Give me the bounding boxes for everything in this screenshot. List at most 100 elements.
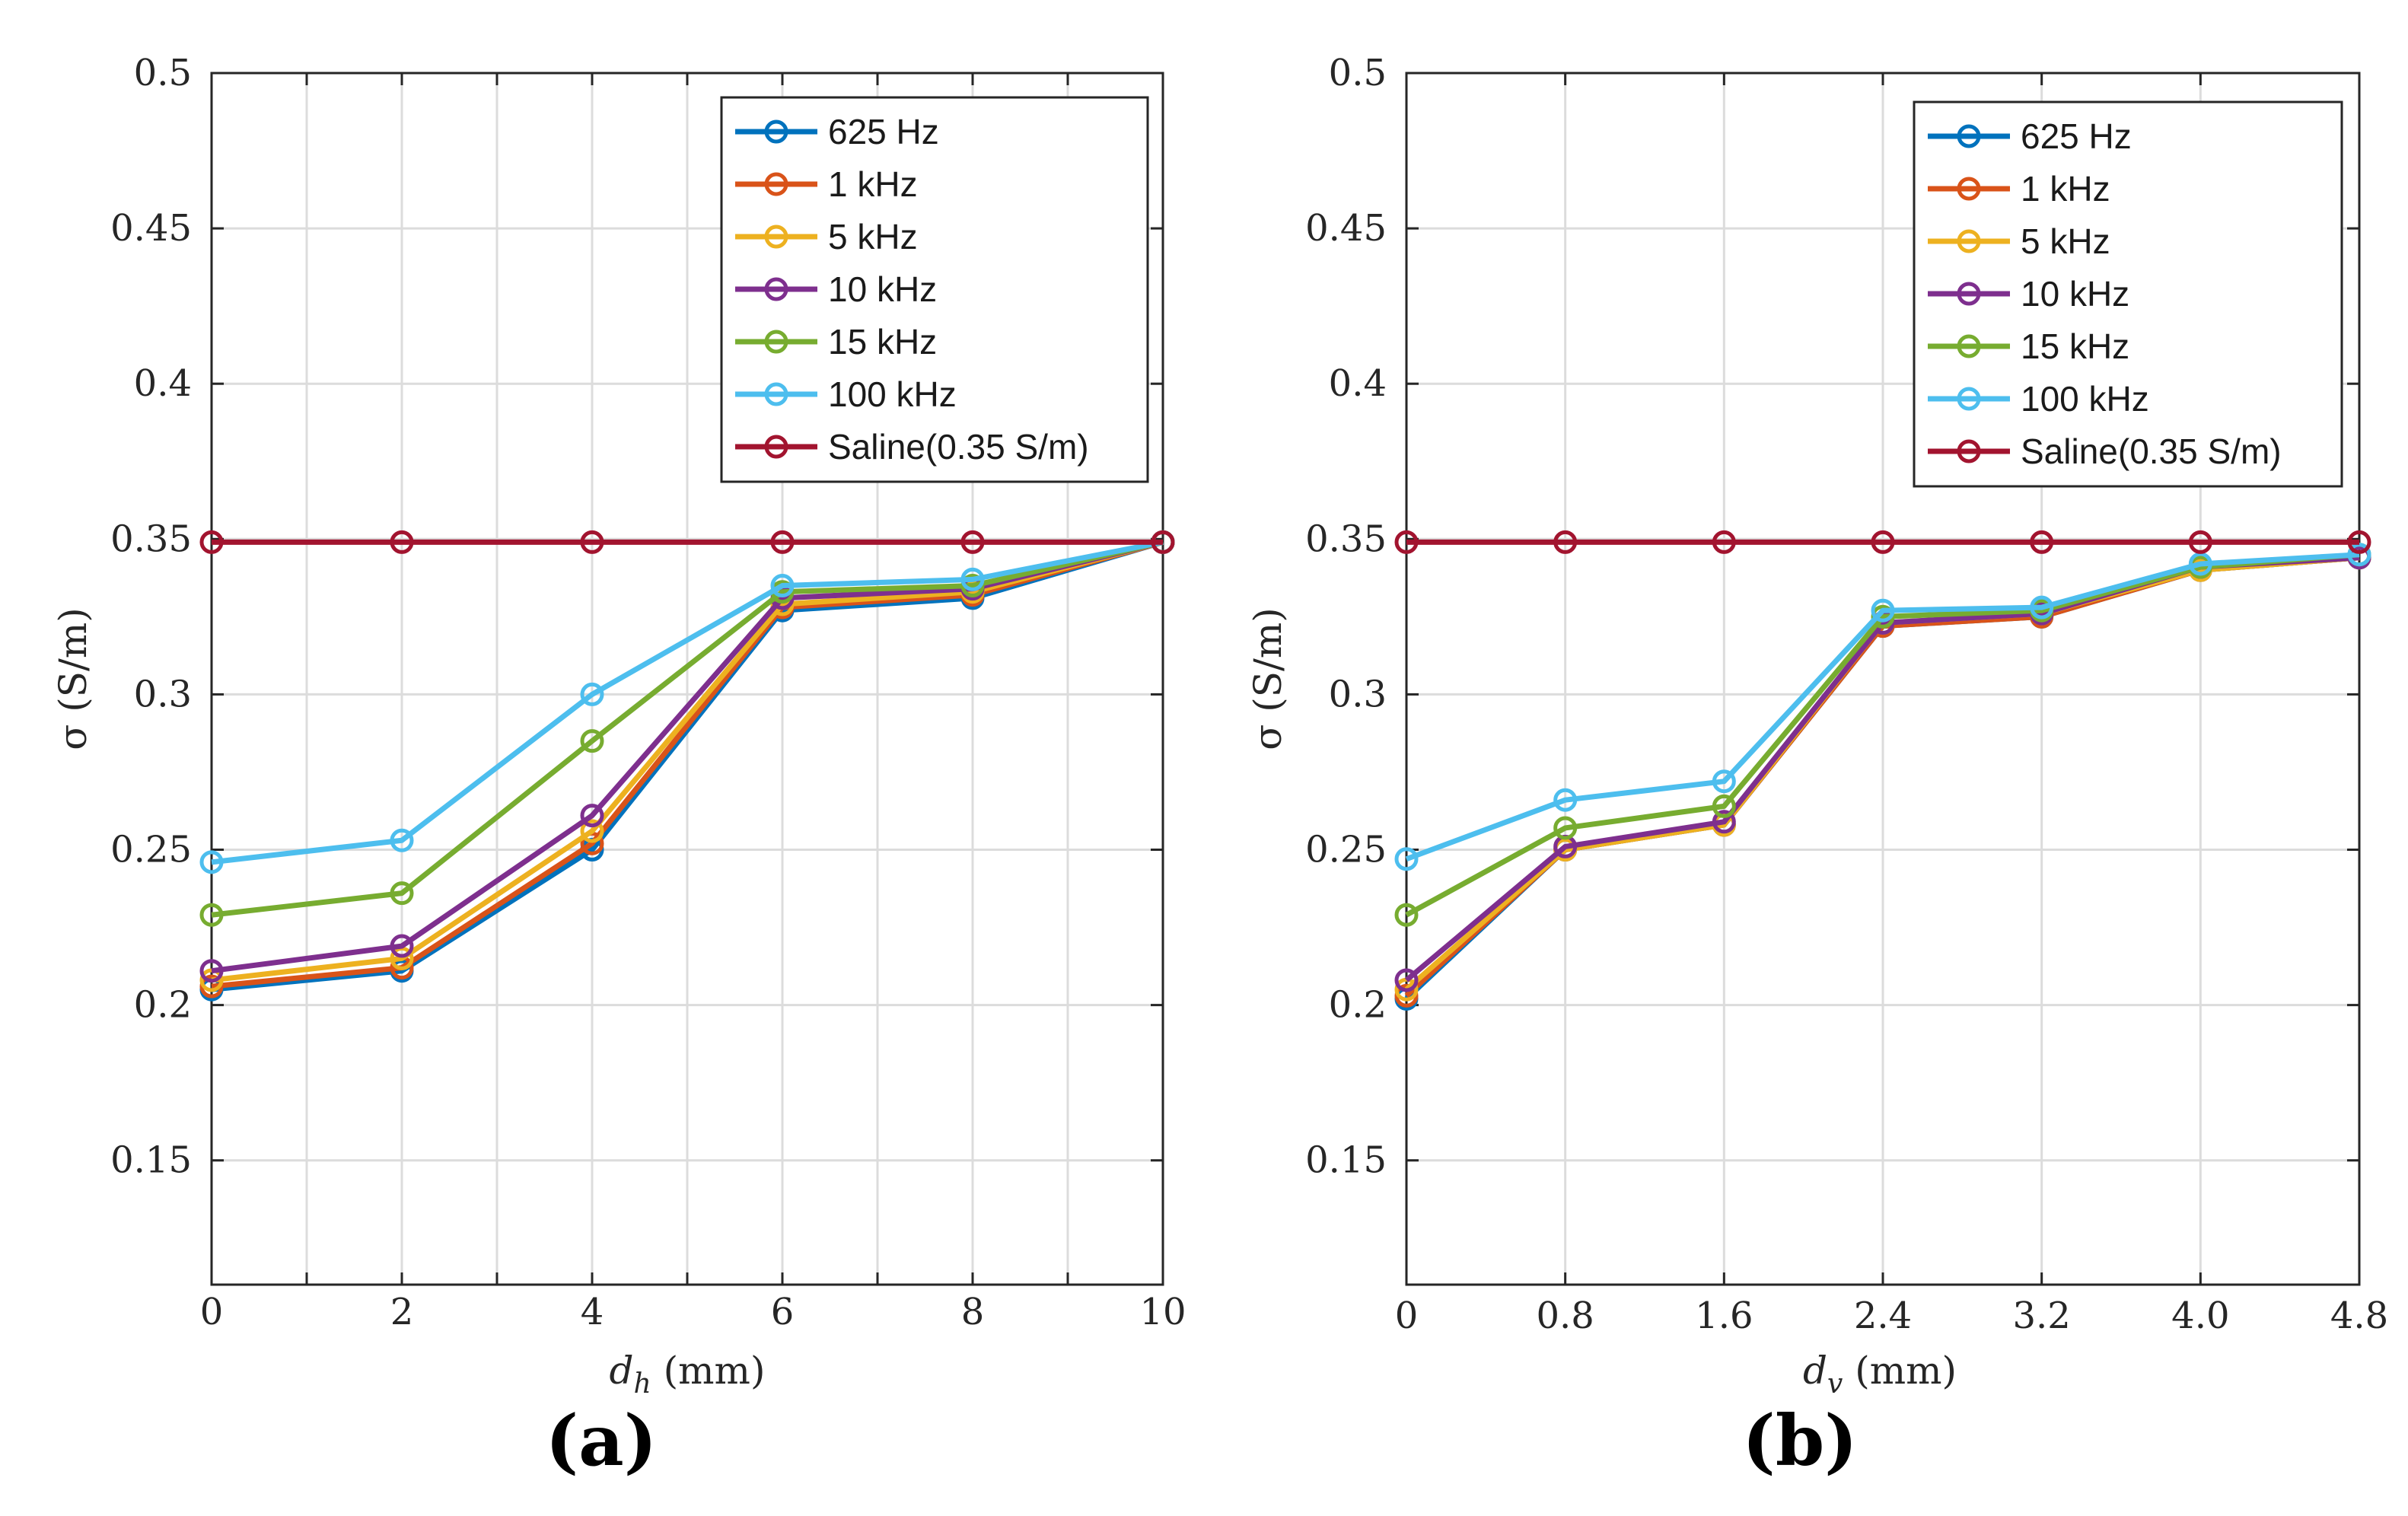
x-axis-label: dv (mm) [1803,1349,1957,1400]
y-tick-label: 0.45 [1305,207,1387,250]
y-tick-label: 0.2 [1329,984,1387,1027]
legend-swatch-marker [764,172,788,196]
y-axis-label: σ (S/m) [1246,607,1290,750]
y-tick-label: 0.15 [1305,1139,1387,1182]
data-point [1871,598,1895,623]
x-tick-label: 0 [1395,1295,1419,1337]
data-point [1712,769,1736,794]
x-tick-label: 4.8 [2330,1295,2388,1337]
x-ticks: 0 2 4 6 8 10 [200,73,1186,1333]
data-point [1394,847,1419,871]
chart-panel-b: 0.15 0.2 0.25 0.3 0.35 0.4 0.45 0.5 0 0.8 1.6 2.4 3.… [1246,52,2388,1482]
series-group [199,530,1175,1002]
legend-label: 5 kHz [2021,221,2110,261]
legend-label: 1 kHz [2021,169,2110,209]
data-point [960,530,985,554]
legend-label: 15 kHz [2021,326,2129,366]
legend-swatch-marker [1957,282,1981,306]
data-point [2188,530,2212,554]
data-point [1553,816,1578,840]
legend-swatch-marker [1957,387,1981,411]
y-tick-label: 0.2 [134,984,192,1027]
legend: 625 Hz 1 kHz 5 kHz 10 kHz 15 kHz 100 kHz Salin… [720,96,1149,483]
legend-label: 10 kHz [2021,274,2129,314]
y-tick-label: 0.35 [1305,518,1387,560]
data-point [1553,788,1578,812]
y-tick-label: 0.25 [1305,829,1387,871]
data-point [2030,595,2054,619]
x-tick-label: 3.2 [2012,1295,2070,1337]
legend-swatch-marker [1957,439,1981,463]
data-point [1712,530,1736,554]
x-axis-label-unit: (mm) [651,1349,766,1393]
data-point [1394,903,1419,927]
legend-label: 10 kHz [828,269,937,309]
data-point [1394,968,1419,992]
data-point [1712,810,1736,834]
legend-label: 100 kHz [2021,379,2149,419]
legend-swatch-marker [764,382,788,406]
legend-swatch-marker [1957,334,1981,358]
x-axis-label-subscript: v [1827,1368,1843,1400]
legend: 625 Hz 1 kHz 5 kHz 10 kHz 15 kHz 100 kHz Salin… [1913,100,2343,488]
x-tick-label: 0.8 [1536,1295,1594,1337]
data-point [390,530,414,554]
y-ticks: 0.15 0.2 0.25 0.3 0.35 0.4 0.45 0.5 [110,52,1163,1182]
x-axis-label-main: d [610,1349,634,1393]
panel-label: (a) [546,1400,658,1482]
series-saline-0-35-s-m- [1394,530,2371,554]
y-tick-label: 0.25 [110,829,192,871]
x-axis-label-main: d [1803,1349,1827,1393]
data-point [580,729,604,753]
y-tick-label: 0.4 [134,362,192,405]
series-saline-0-35-s-m- [199,530,1175,554]
x-tick-label: 4.0 [2171,1295,2229,1337]
legend-swatch-marker [1957,124,1981,148]
data-point [580,530,604,554]
panel-label: (b) [1742,1400,1857,1482]
x-tick-label: 0 [200,1291,224,1333]
y-tick-label: 0.4 [1329,362,1387,405]
x-tick-label: 8 [961,1291,985,1333]
x-tick-label: 10 [1139,1291,1186,1333]
series-line [211,539,1164,918]
data-point [390,828,414,852]
data-point [199,530,224,554]
data-point [2347,530,2371,554]
data-point [390,881,414,906]
y-tick-label: 0.35 [110,518,192,560]
legend-label: 15 kHz [828,322,937,361]
x-tick-label: 2.4 [1854,1295,1912,1337]
x-axis-label-subscript: h [634,1368,651,1400]
series-group [1394,530,2371,1011]
y-tick-label: 0.15 [110,1139,192,1182]
x-tick-label: 4 [581,1291,604,1333]
legend-label: 625 Hz [2021,116,2132,156]
data-point [580,819,604,843]
legend-swatch-marker [764,119,788,144]
legend-label: Saline(0.35 S/m) [828,427,1089,467]
legend-swatch-marker [764,225,788,249]
data-point [199,850,224,874]
data-point [199,959,224,983]
data-point [199,903,224,927]
data-point [770,574,795,598]
legend-swatch-marker [764,277,788,301]
legend-label: 5 kHz [828,217,918,256]
y-tick-label: 0.3 [134,673,192,715]
chart-panel-a: 0.15 0.2 0.25 0.3 0.35 0.4 0.45 0.5 0 2 4 6 8 10 σ (S/… [51,52,1186,1482]
legend-swatch-marker [1957,229,1981,253]
series-100-khz [199,530,1175,874]
data-point [580,682,604,706]
x-ticks: 0 0.8 1.6 2.4 3.2 4.0 4.8 [1395,73,2388,1337]
legend-label: Saline(0.35 S/m) [2021,432,2282,471]
x-tick-label: 1.6 [1695,1295,1753,1337]
legend-label: 625 Hz [828,112,939,151]
series-line [211,539,1164,865]
data-point [770,530,795,554]
data-point [2188,552,2212,576]
data-point [390,934,414,958]
legend-label: 100 kHz [828,374,957,414]
y-tick-label: 0.5 [1329,52,1387,94]
